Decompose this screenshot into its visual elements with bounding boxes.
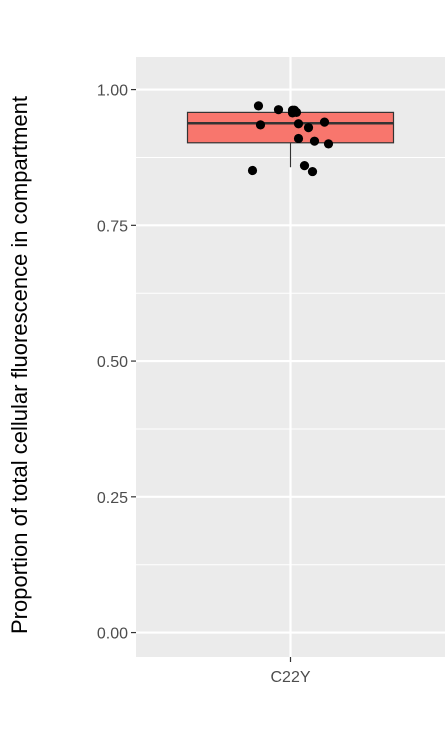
data-point [323, 139, 334, 149]
data-point [319, 117, 330, 127]
y-tick-label: 1.00 [97, 83, 128, 100]
y-axis-title: Proportion of total cellular fluorescenc… [7, 96, 32, 634]
box-iqr [186, 111, 395, 144]
y-tick-label: 0.00 [97, 626, 128, 643]
data-point [293, 133, 304, 144]
y-tick-label: 0.50 [97, 354, 128, 371]
y-tick-label: 0.25 [97, 490, 128, 507]
x-axis-ticks: C22Y [270, 657, 311, 686]
data-point [255, 120, 266, 130]
boxplot [186, 111, 395, 168]
data-point [293, 119, 304, 129]
major-gridlines [136, 57, 445, 657]
data-point [253, 101, 264, 111]
data-point [303, 122, 314, 133]
x-tick-label: C22Y [270, 669, 310, 686]
data-point [247, 165, 258, 176]
data-point [287, 108, 298, 118]
data-point [299, 160, 310, 171]
y-tick-label: 0.75 [97, 218, 128, 235]
data-point [309, 136, 320, 146]
data-point [273, 105, 284, 115]
y-axis-ticks: 0.00 0.25 0.50 0.75 1.00 [97, 83, 136, 643]
data-points [247, 101, 334, 177]
data-point [307, 166, 318, 177]
